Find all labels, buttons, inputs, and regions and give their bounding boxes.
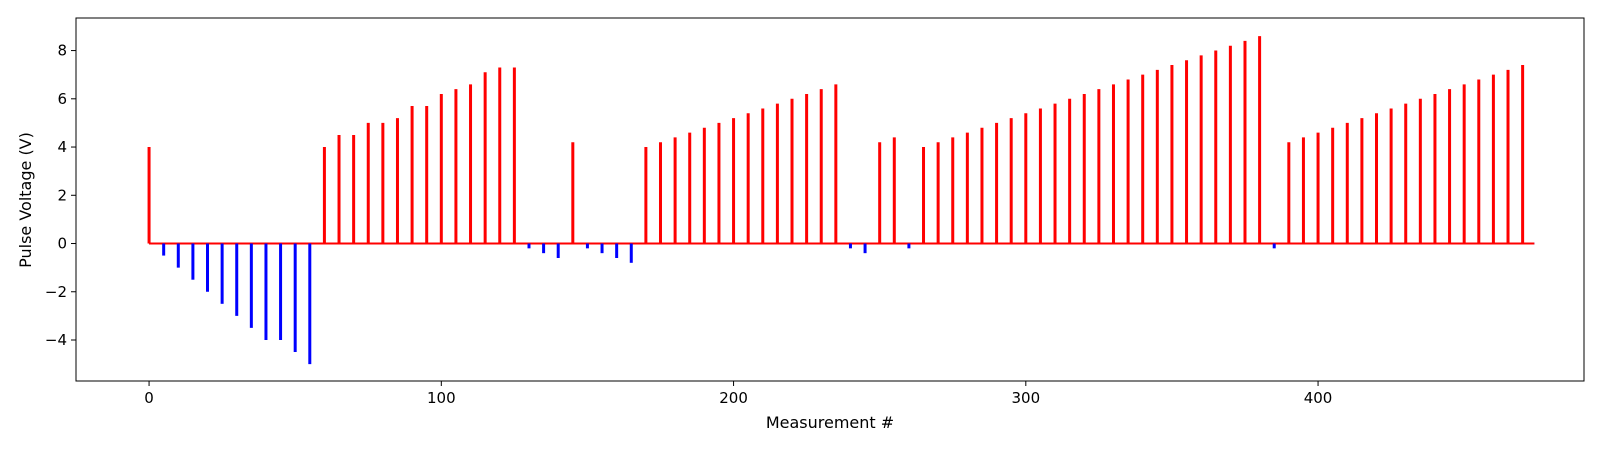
plot-frame bbox=[75, 17, 1585, 382]
y-tick-label: 2 bbox=[57, 186, 67, 204]
y-tick-label: −4 bbox=[45, 331, 67, 349]
y-tick-label: 6 bbox=[57, 90, 67, 108]
y-axis-title: Pulse Voltage (V) bbox=[16, 132, 35, 268]
x-tick-label: 100 bbox=[427, 389, 456, 407]
x-tick-label: 200 bbox=[719, 389, 748, 407]
plot-area bbox=[76, 18, 1584, 381]
x-tick-label: 300 bbox=[1011, 389, 1040, 407]
y-axis-ticks: −4 −2 0 2 4 6 8 bbox=[45, 42, 76, 349]
x-tick-label: 0 bbox=[144, 389, 154, 407]
y-tick-label: −2 bbox=[45, 283, 67, 301]
x-tick-label: 400 bbox=[1304, 389, 1333, 407]
x-axis-ticks: 0 100 200 300 400 bbox=[144, 381, 1332, 407]
x-axis-title: Measurement # bbox=[766, 413, 894, 432]
y-tick-label: 4 bbox=[57, 138, 67, 156]
y-tick-label: 8 bbox=[57, 42, 67, 60]
y-tick-label: 0 bbox=[57, 235, 67, 253]
pulses-layer bbox=[147, 36, 1525, 365]
